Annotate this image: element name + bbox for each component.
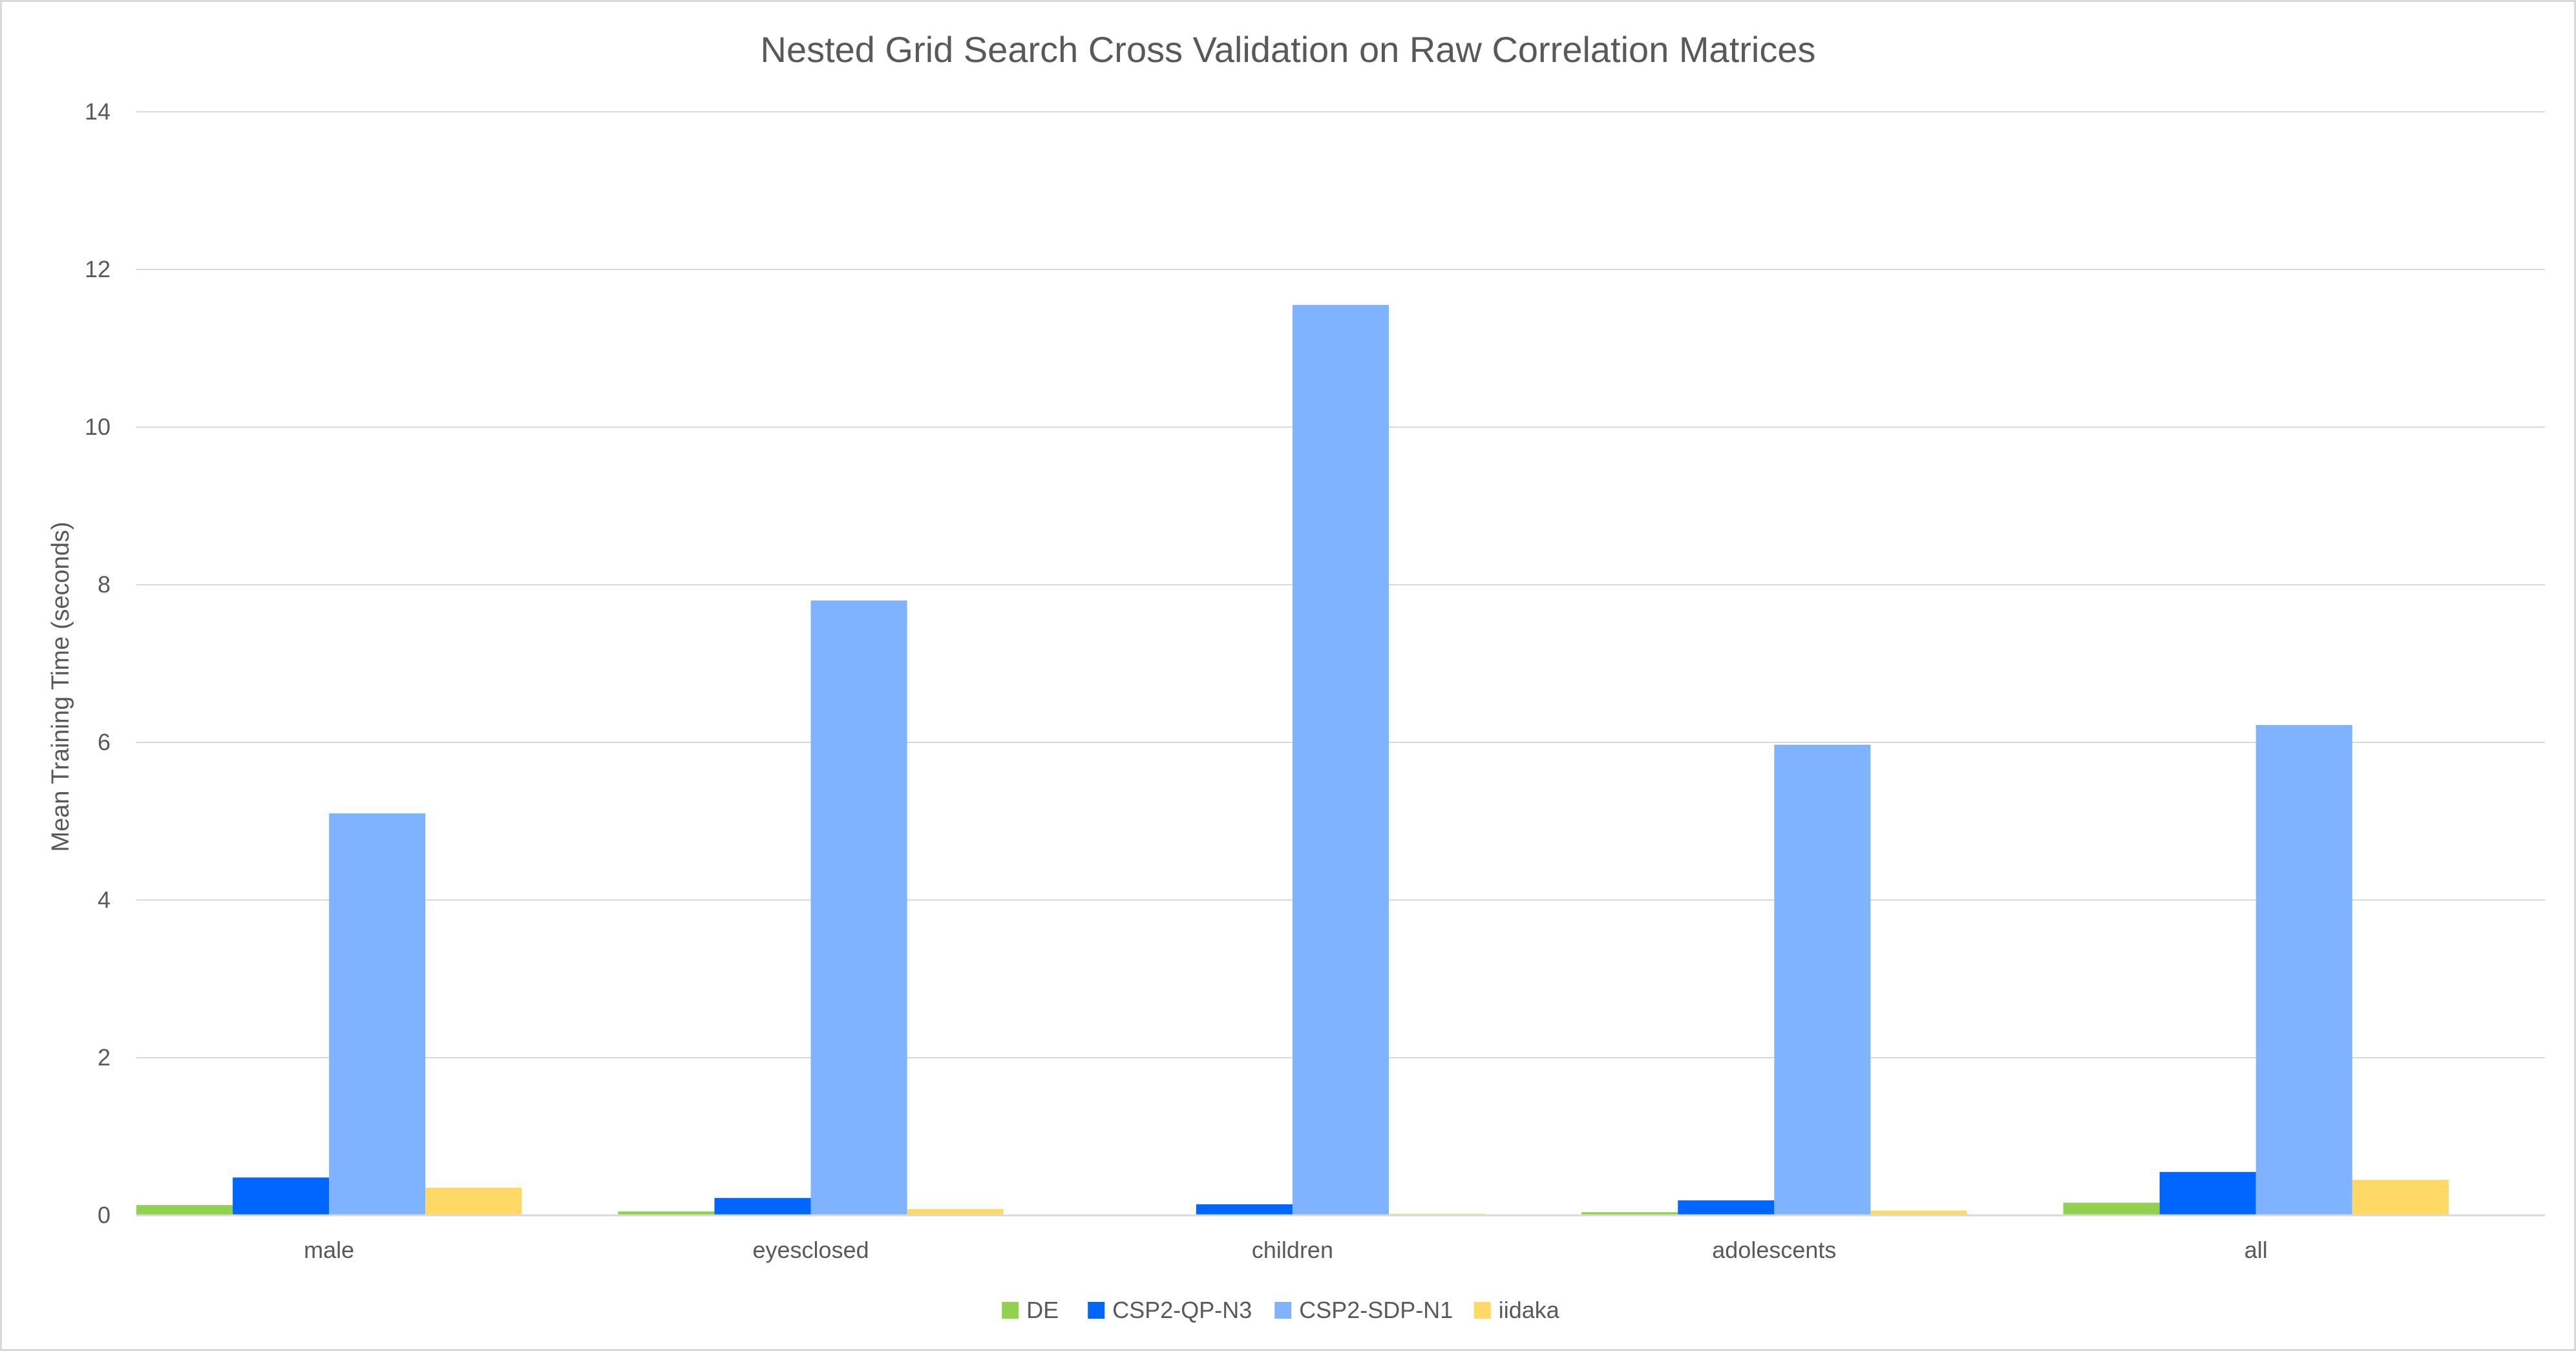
chart-title: Nested Grid Search Cross Validation on R…: [761, 29, 1816, 70]
x-tick-label: adolescents: [1712, 1237, 1836, 1263]
bar-csp2-sdp-n1-adolescents: [1774, 744, 1871, 1215]
x-tick-label: children: [1252, 1237, 1333, 1263]
bar-de-male: [136, 1205, 233, 1215]
x-tick-label: all: [2244, 1237, 2268, 1263]
x-tick-label: eyesclosed: [753, 1237, 869, 1263]
legend: DE CSP2-QP-N3 CSP2-SDP-N1 iidaka: [1002, 1297, 1560, 1323]
y-axis-ticks: 0 2 4 6 8 10 12 14: [85, 98, 111, 1228]
x-tick-label: male: [304, 1237, 354, 1263]
bar-de-all: [2063, 1202, 2160, 1215]
legend-swatch-iidaka: [1473, 1302, 1491, 1319]
legend-label: CSP2-SDP-N1: [1299, 1297, 1453, 1323]
bar-csp2-sdp-n1-all: [2255, 725, 2352, 1215]
y-tick-label: 8: [98, 571, 111, 598]
y-tick-label: 0: [98, 1202, 111, 1228]
bar-iidaka-eyesclosed: [907, 1209, 1004, 1215]
bar-csp2-qp-n3-eyesclosed: [714, 1198, 811, 1215]
y-tick-label: 12: [85, 256, 111, 282]
x-axis-ticks: male eyesclosed children adolescents all: [304, 1237, 2268, 1263]
bar-iidaka-all: [2352, 1180, 2449, 1215]
legend-label: iidaka: [1499, 1297, 1560, 1323]
bar-iidaka-male: [425, 1188, 522, 1215]
bar-de-adolescents: [1581, 1212, 1678, 1215]
bar-de-eyesclosed: [618, 1211, 715, 1215]
y-tick-label: 10: [85, 414, 111, 440]
legend-label: CSP2-QP-N3: [1112, 1297, 1252, 1323]
bar-csp2-sdp-n1-eyesclosed: [810, 600, 907, 1215]
legend-swatch-de: [1002, 1302, 1019, 1319]
legend-swatch-csp2-sdp-n1: [1274, 1302, 1292, 1319]
y-tick-label: 14: [85, 98, 111, 125]
bar-csp2-qp-n3-male: [233, 1177, 330, 1215]
y-axis-title: Mean Training Time (seconds): [47, 521, 74, 852]
y-tick-label: 4: [98, 886, 111, 913]
bar-csp2-qp-n3-adolescents: [1678, 1200, 1775, 1215]
bar-csp2-sdp-n1-male: [329, 813, 426, 1215]
legend-label: DE: [1026, 1297, 1059, 1323]
legend-swatch-csp2-qp-n3: [1088, 1302, 1105, 1319]
y-tick-label: 2: [98, 1044, 111, 1071]
bar-csp2-qp-n3-children: [1196, 1204, 1293, 1215]
bars: [136, 304, 2449, 1215]
bar-csp2-qp-n3-all: [2159, 1171, 2256, 1215]
bar-iidaka-adolescents: [1870, 1210, 1967, 1215]
y-tick-label: 6: [98, 729, 111, 755]
bar-csp2-sdp-n1-children: [1292, 304, 1389, 1215]
